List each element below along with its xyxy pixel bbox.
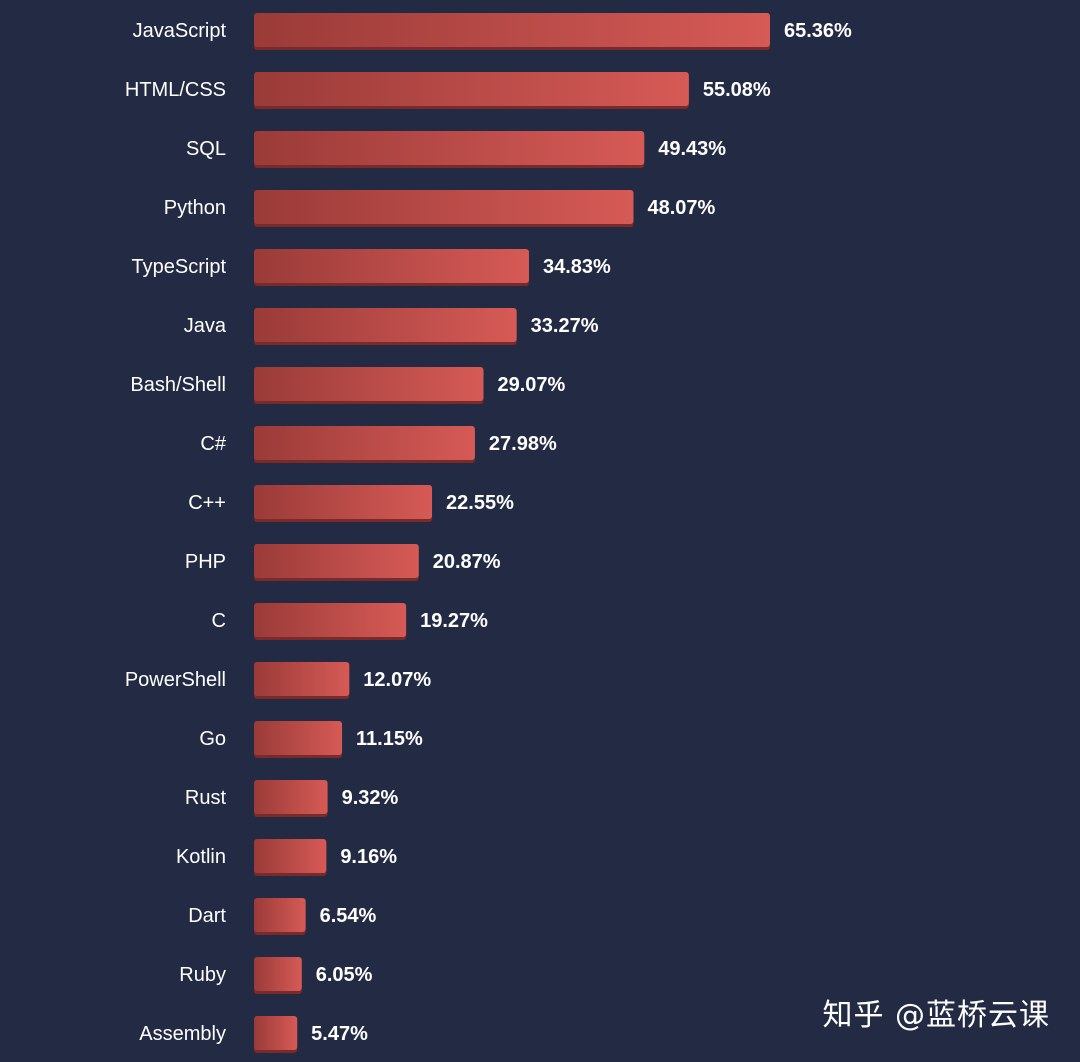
category-label: C++	[188, 492, 226, 514]
value-label: 34.83%	[543, 256, 611, 278]
bar	[254, 13, 770, 47]
bar	[254, 957, 302, 991]
bar	[254, 190, 634, 224]
value-label: 6.05%	[316, 964, 373, 986]
value-label: 12.07%	[363, 669, 431, 691]
value-label: 5.47%	[311, 1023, 368, 1045]
value-label: 27.98%	[489, 433, 557, 455]
value-label: 9.16%	[340, 846, 397, 868]
category-label: PowerShell	[125, 669, 226, 691]
watermark: 知乎 @蓝桥云课	[822, 998, 1050, 1033]
category-label: Go	[199, 728, 226, 750]
category-label: HTML/CSS	[125, 79, 226, 101]
value-label: 55.08%	[703, 79, 771, 101]
category-label: Rust	[185, 787, 227, 809]
category-label: PHP	[185, 551, 226, 573]
bar	[254, 426, 475, 460]
category-label: C	[212, 610, 226, 632]
bar	[254, 603, 407, 637]
bar	[254, 485, 433, 519]
value-label: 49.43%	[658, 138, 726, 160]
category-label: Bash/Shell	[130, 374, 226, 396]
value-label: 19.27%	[420, 610, 488, 632]
bar	[254, 544, 419, 578]
category-label: JavaScript	[133, 20, 227, 42]
category-label: Kotlin	[176, 846, 226, 868]
bars-group: JavaScript 65.36% HTML/CSS 55.08% SQL 49.43% P…	[125, 13, 852, 1053]
value-label: 65.36%	[784, 20, 852, 42]
value-label: 48.07%	[648, 197, 716, 219]
category-label: SQL	[186, 138, 226, 160]
bar	[254, 721, 343, 755]
category-label: C#	[200, 433, 226, 455]
bar	[254, 367, 484, 401]
bar	[254, 662, 350, 696]
bar	[254, 308, 517, 342]
category-label: Assembly	[139, 1023, 226, 1045]
value-label: 6.54%	[320, 905, 377, 927]
bar	[254, 839, 327, 873]
value-label: 22.55%	[446, 492, 514, 514]
value-label: 11.15%	[356, 728, 423, 750]
value-label: 9.32%	[342, 787, 399, 809]
value-label: 33.27%	[531, 315, 599, 337]
category-label: Dart	[188, 905, 226, 927]
bar	[254, 72, 689, 106]
bar	[254, 780, 328, 814]
bar	[254, 131, 645, 165]
category-label: Python	[164, 197, 226, 219]
value-label: 20.87%	[433, 551, 501, 573]
bar	[254, 1016, 298, 1050]
category-label: Java	[184, 315, 227, 337]
category-label: TypeScript	[132, 256, 227, 278]
bar	[254, 249, 529, 283]
bar	[254, 898, 306, 932]
value-label: 29.07%	[498, 374, 566, 396]
category-label: Ruby	[179, 964, 226, 986]
